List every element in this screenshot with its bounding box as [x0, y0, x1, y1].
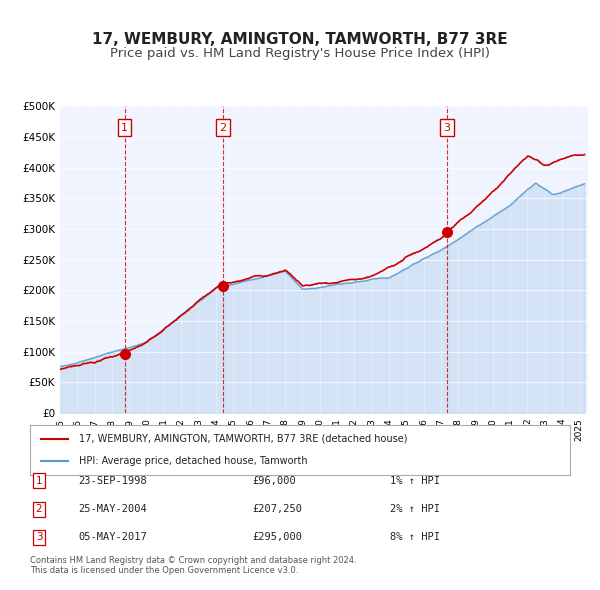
Text: 1: 1 — [121, 123, 128, 133]
Text: 2: 2 — [35, 504, 43, 514]
Text: 3: 3 — [443, 123, 450, 133]
Text: 3: 3 — [35, 533, 43, 542]
Text: 17, WEMBURY, AMINGTON, TAMWORTH, B77 3RE: 17, WEMBURY, AMINGTON, TAMWORTH, B77 3RE — [92, 32, 508, 47]
Text: 25-MAY-2004: 25-MAY-2004 — [78, 504, 147, 514]
Text: HPI: Average price, detached house, Tamworth: HPI: Average price, detached house, Tamw… — [79, 456, 307, 466]
Text: Price paid vs. HM Land Registry's House Price Index (HPI): Price paid vs. HM Land Registry's House … — [110, 47, 490, 60]
Text: 2: 2 — [219, 123, 226, 133]
Text: Contains HM Land Registry data © Crown copyright and database right 2024.
This d: Contains HM Land Registry data © Crown c… — [30, 556, 356, 575]
Text: 05-MAY-2017: 05-MAY-2017 — [78, 533, 147, 542]
Text: 17, WEMBURY, AMINGTON, TAMWORTH, B77 3RE (detached house): 17, WEMBURY, AMINGTON, TAMWORTH, B77 3RE… — [79, 434, 407, 444]
Text: 23-SEP-1998: 23-SEP-1998 — [78, 476, 147, 486]
Text: £96,000: £96,000 — [252, 476, 296, 486]
Text: £207,250: £207,250 — [252, 504, 302, 514]
Text: 2% ↑ HPI: 2% ↑ HPI — [390, 504, 440, 514]
Text: 1% ↑ HPI: 1% ↑ HPI — [390, 476, 440, 486]
Text: £295,000: £295,000 — [252, 533, 302, 542]
Text: 1: 1 — [35, 476, 43, 486]
Text: 8% ↑ HPI: 8% ↑ HPI — [390, 533, 440, 542]
